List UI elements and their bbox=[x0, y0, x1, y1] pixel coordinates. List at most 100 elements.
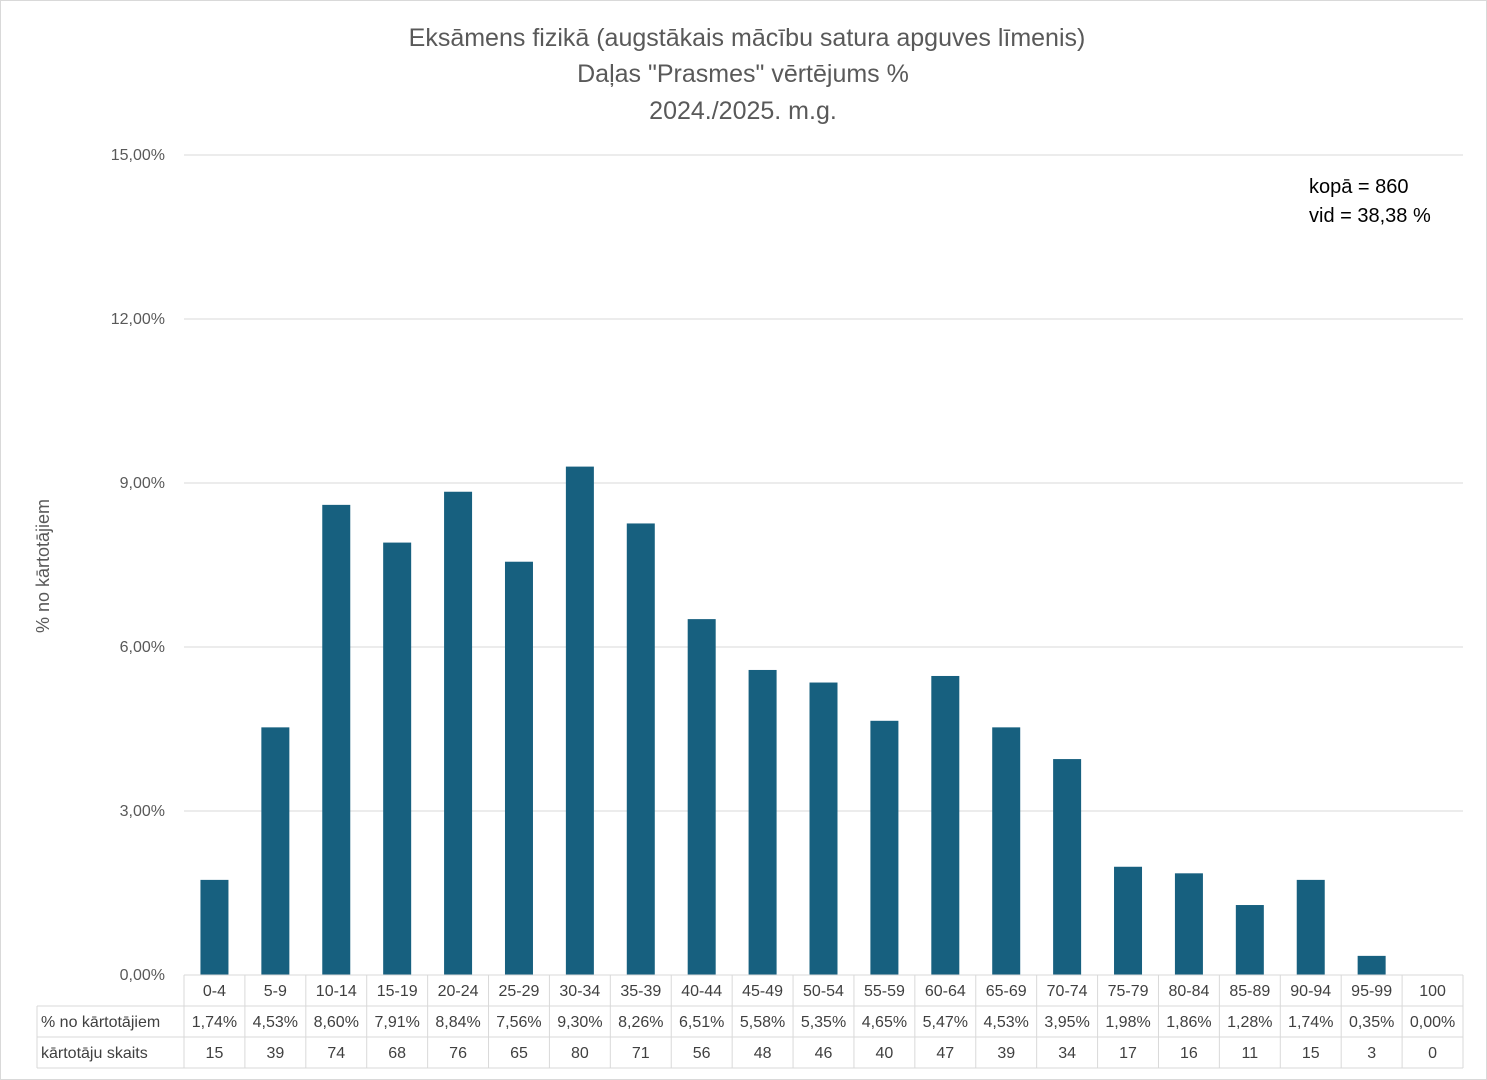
data-label: 40 bbox=[876, 1045, 894, 1062]
x-tick-label: 20-24 bbox=[438, 983, 479, 1000]
x-tick-label: 65-69 bbox=[986, 983, 1027, 1000]
y-axis-ticks: 0,00% 3,00% 6,00% 9,00% 12,00% 15,00% bbox=[111, 147, 165, 984]
x-tick-label: 50-54 bbox=[803, 983, 844, 1000]
bar-35-39 bbox=[626, 523, 655, 975]
bar-90-94 bbox=[1296, 879, 1325, 975]
data-label: 76 bbox=[449, 1045, 467, 1062]
data-label: 1,86% bbox=[1166, 1014, 1211, 1031]
x-tick-label: 5-9 bbox=[264, 983, 287, 1000]
data-label: 16 bbox=[1180, 1045, 1198, 1062]
bar-5-9 bbox=[261, 727, 290, 975]
bar-40-44 bbox=[687, 619, 716, 975]
bar-75-79 bbox=[1114, 866, 1143, 975]
x-tick-label: 95-99 bbox=[1351, 983, 1392, 1000]
data-label: 39 bbox=[266, 1045, 284, 1062]
data-label: 80 bbox=[571, 1045, 589, 1062]
data-label: 5,35% bbox=[801, 1014, 846, 1031]
x-tick-label: 30-34 bbox=[559, 983, 600, 1000]
y-tick-label: 12,00% bbox=[111, 311, 165, 328]
x-tick-label: 85-89 bbox=[1229, 983, 1270, 1000]
bar-55-59 bbox=[870, 720, 899, 975]
data-label: 68 bbox=[388, 1045, 406, 1062]
data-label: 11 bbox=[1242, 1045, 1259, 1062]
bar-20-24 bbox=[444, 491, 473, 975]
data-label: 0,35% bbox=[1349, 1014, 1394, 1031]
summary-annotation: kopā = 860 vid = 38,38 % bbox=[1309, 176, 1431, 227]
y-axis-label: % no kārtotājiem bbox=[33, 499, 53, 633]
data-label: 48 bbox=[754, 1045, 772, 1062]
bar-30-34 bbox=[565, 466, 594, 975]
table-row-label: kārtotāju skaits bbox=[41, 1045, 148, 1062]
x-tick-label: 10-14 bbox=[316, 983, 357, 1000]
bar-10-14 bbox=[322, 504, 351, 975]
annotation-mean: vid = 38,38 % bbox=[1309, 205, 1431, 227]
y-tick-label: 6,00% bbox=[120, 639, 165, 656]
data-label: 39 bbox=[997, 1045, 1015, 1062]
data-label: 4,65% bbox=[862, 1014, 907, 1031]
bar-65-69 bbox=[992, 727, 1021, 975]
bar-85-89 bbox=[1235, 905, 1264, 975]
bar-60-64 bbox=[931, 675, 960, 975]
data-label: 8,84% bbox=[435, 1014, 480, 1031]
data-label: 7,56% bbox=[496, 1014, 541, 1031]
data-label: 1,74% bbox=[1288, 1014, 1333, 1031]
bar-70-74 bbox=[1053, 759, 1082, 975]
data-label: 56 bbox=[693, 1045, 711, 1062]
x-tick-label: 40-44 bbox=[681, 983, 722, 1000]
data-label: 3,95% bbox=[1044, 1014, 1089, 1031]
x-tick-label: 35-39 bbox=[620, 983, 661, 1000]
bar-45-49 bbox=[748, 669, 777, 975]
x-tick-label: 80-84 bbox=[1168, 983, 1209, 1000]
bars bbox=[200, 466, 1386, 975]
x-tick-label: 45-49 bbox=[742, 983, 783, 1000]
x-tick-label: 55-59 bbox=[864, 983, 905, 1000]
data-label: 34 bbox=[1058, 1045, 1076, 1062]
x-tick-label: 70-74 bbox=[1047, 983, 1088, 1000]
chart-title-line-3: 2024./2025. m.g. bbox=[649, 97, 837, 125]
x-tick-label: 0-4 bbox=[203, 983, 226, 1000]
data-label: 5,47% bbox=[923, 1014, 968, 1031]
data-label: 6,51% bbox=[679, 1014, 724, 1031]
y-tick-label: 9,00% bbox=[120, 475, 165, 492]
data-label: 4,53% bbox=[253, 1014, 298, 1031]
x-tick-label: 15-19 bbox=[377, 983, 418, 1000]
data-label: 15 bbox=[1302, 1045, 1320, 1062]
data-label: 15 bbox=[206, 1045, 224, 1062]
data-label: 47 bbox=[936, 1045, 954, 1062]
bar-0-4 bbox=[200, 879, 229, 975]
data-label: 4,53% bbox=[984, 1014, 1029, 1031]
x-tick-label: 100 bbox=[1419, 983, 1446, 1000]
data-label: 8,60% bbox=[314, 1014, 359, 1031]
x-tick-label: 25-29 bbox=[499, 983, 540, 1000]
data-label: 1,74% bbox=[192, 1014, 237, 1031]
data-label: 1,28% bbox=[1227, 1014, 1272, 1031]
y-tick-label: 15,00% bbox=[111, 147, 165, 164]
data-label: 65 bbox=[510, 1045, 528, 1062]
chart-title: Eksāmens fizikā (augstākais mācību satur… bbox=[409, 24, 1086, 125]
data-label: 3 bbox=[1367, 1045, 1376, 1062]
data-table: 0-4 5-9 10-14 15-19 20-24 25-29 30-34 35-39 40-4… bbox=[36, 974, 1464, 1069]
bar-80-84 bbox=[1174, 873, 1203, 975]
data-label: 71 bbox=[632, 1045, 650, 1062]
bar-95-99 bbox=[1357, 955, 1386, 975]
x-tick-label: 90-94 bbox=[1290, 983, 1331, 1000]
annotation-total: kopā = 860 bbox=[1309, 176, 1409, 198]
bar-25-29 bbox=[504, 561, 533, 975]
data-label: 9,30% bbox=[557, 1014, 602, 1031]
data-label: 0,00% bbox=[1410, 1014, 1455, 1031]
bar-15-19 bbox=[383, 542, 412, 975]
data-label: 1,98% bbox=[1105, 1014, 1150, 1031]
chart-title-line-1: Eksāmens fizikā (augstākais mācību satur… bbox=[409, 24, 1086, 52]
bar-50-54 bbox=[809, 682, 838, 975]
y-tick-label: 3,00% bbox=[120, 803, 165, 820]
x-tick-label: 75-79 bbox=[1108, 983, 1149, 1000]
x-tick-label: 60-64 bbox=[925, 983, 966, 1000]
chart-title-line-2: Daļas "Prasmes" vērtējums % bbox=[577, 60, 909, 88]
data-label: 5,58% bbox=[740, 1014, 785, 1031]
y-tick-label: 0,00% bbox=[120, 967, 165, 984]
data-label: 17 bbox=[1119, 1045, 1137, 1062]
data-label: 46 bbox=[815, 1045, 833, 1062]
table-row-label: % no kārtotājiem bbox=[41, 1014, 160, 1031]
data-label: 74 bbox=[327, 1045, 345, 1062]
